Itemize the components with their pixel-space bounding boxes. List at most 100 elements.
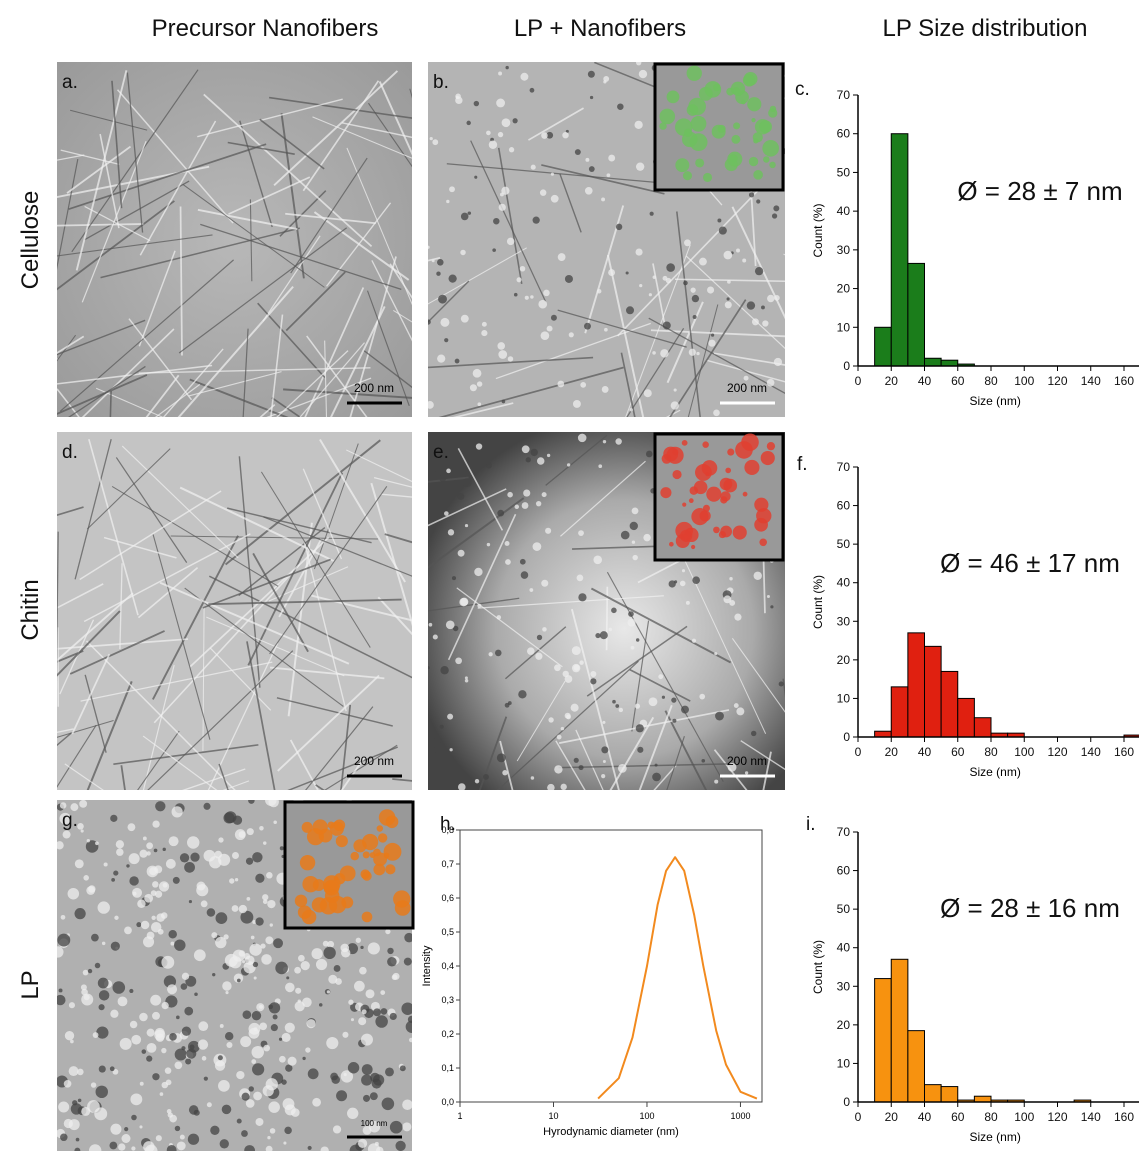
particle — [332, 1125, 342, 1134]
particle — [608, 154, 616, 162]
particle — [564, 675, 573, 683]
particle — [635, 724, 644, 733]
inset-particle — [353, 839, 367, 853]
scale-label: 200 nm — [727, 381, 767, 395]
particle — [746, 301, 756, 310]
particle — [466, 120, 471, 126]
particle — [648, 697, 658, 707]
fiber — [228, 176, 311, 215]
particle — [615, 704, 620, 708]
fiber — [263, 516, 412, 577]
particle — [476, 381, 483, 387]
particle — [265, 1078, 278, 1091]
fiber — [271, 397, 302, 417]
inset-particle — [666, 446, 684, 464]
particle — [253, 1027, 258, 1032]
y-tick-label: 40 — [837, 941, 851, 955]
particle — [268, 800, 279, 808]
y-tick-label: 50 — [837, 537, 851, 551]
particle — [267, 899, 276, 909]
x-axis-label: Size (nm) — [969, 394, 1020, 408]
particle — [340, 943, 350, 953]
particle — [520, 72, 529, 81]
fiber — [496, 660, 639, 790]
particle — [265, 936, 274, 945]
y-tick-label: 0,4 — [441, 961, 454, 971]
fiber — [762, 751, 772, 790]
particle — [287, 1056, 297, 1066]
fiber — [377, 596, 412, 636]
inset-particle — [751, 118, 756, 123]
inset-particle — [720, 525, 733, 538]
particle — [312, 1097, 321, 1107]
fiber — [389, 263, 412, 299]
particle — [454, 358, 460, 364]
particle — [440, 317, 450, 327]
inset-particle — [725, 467, 732, 474]
particle — [516, 277, 522, 283]
particle — [241, 1130, 248, 1137]
fiber — [666, 301, 704, 384]
fiber — [111, 80, 123, 209]
particle — [219, 1024, 224, 1028]
particle — [161, 955, 175, 969]
x-tick-label: 20 — [885, 745, 899, 759]
particle — [577, 433, 587, 443]
particle — [294, 1001, 305, 1012]
particle — [74, 859, 84, 869]
particle — [340, 1070, 354, 1083]
particle — [174, 939, 186, 951]
inset-particle — [763, 156, 770, 163]
particle — [155, 1135, 162, 1142]
y-tick-label: 20 — [837, 1018, 851, 1032]
particle — [685, 600, 690, 605]
particle — [612, 699, 616, 704]
particle — [449, 748, 453, 752]
y-tick-label: 0,1 — [441, 1063, 454, 1073]
particle — [270, 1024, 278, 1032]
inset-particle — [744, 459, 760, 476]
bar — [907, 262, 925, 367]
particle — [543, 289, 550, 297]
fiber — [324, 744, 398, 790]
fiber — [126, 72, 144, 233]
bar — [940, 670, 959, 738]
particle — [285, 982, 295, 993]
x-tick-label: 100 — [639, 1111, 654, 1121]
fiber — [84, 674, 107, 753]
particle — [153, 848, 158, 853]
fiber — [285, 212, 376, 225]
fiber — [740, 740, 785, 771]
particle — [167, 984, 178, 995]
y-tick-label: 30 — [837, 979, 851, 993]
particle — [231, 852, 239, 860]
particle — [652, 275, 657, 279]
particle — [315, 958, 328, 971]
inset-particle — [691, 544, 696, 550]
particle — [428, 666, 430, 670]
particle — [184, 861, 195, 873]
particle — [285, 1064, 293, 1072]
particle — [507, 491, 513, 498]
y-tick-label: 40 — [837, 204, 851, 218]
particle — [473, 100, 480, 107]
fiber — [669, 299, 747, 417]
particle — [83, 875, 89, 881]
fiber — [340, 756, 366, 790]
fiber — [209, 647, 272, 711]
inset-particle — [702, 172, 713, 183]
particle — [212, 972, 216, 977]
particle — [193, 1109, 200, 1116]
fiber — [75, 70, 128, 271]
particle — [96, 1026, 109, 1039]
particle — [252, 919, 257, 924]
particle — [380, 990, 386, 995]
particle — [666, 263, 675, 272]
bars — [874, 133, 975, 367]
fiber — [152, 535, 239, 700]
particle — [188, 900, 193, 904]
particle — [176, 1141, 186, 1151]
fiber — [88, 438, 139, 616]
fiber — [170, 535, 379, 540]
